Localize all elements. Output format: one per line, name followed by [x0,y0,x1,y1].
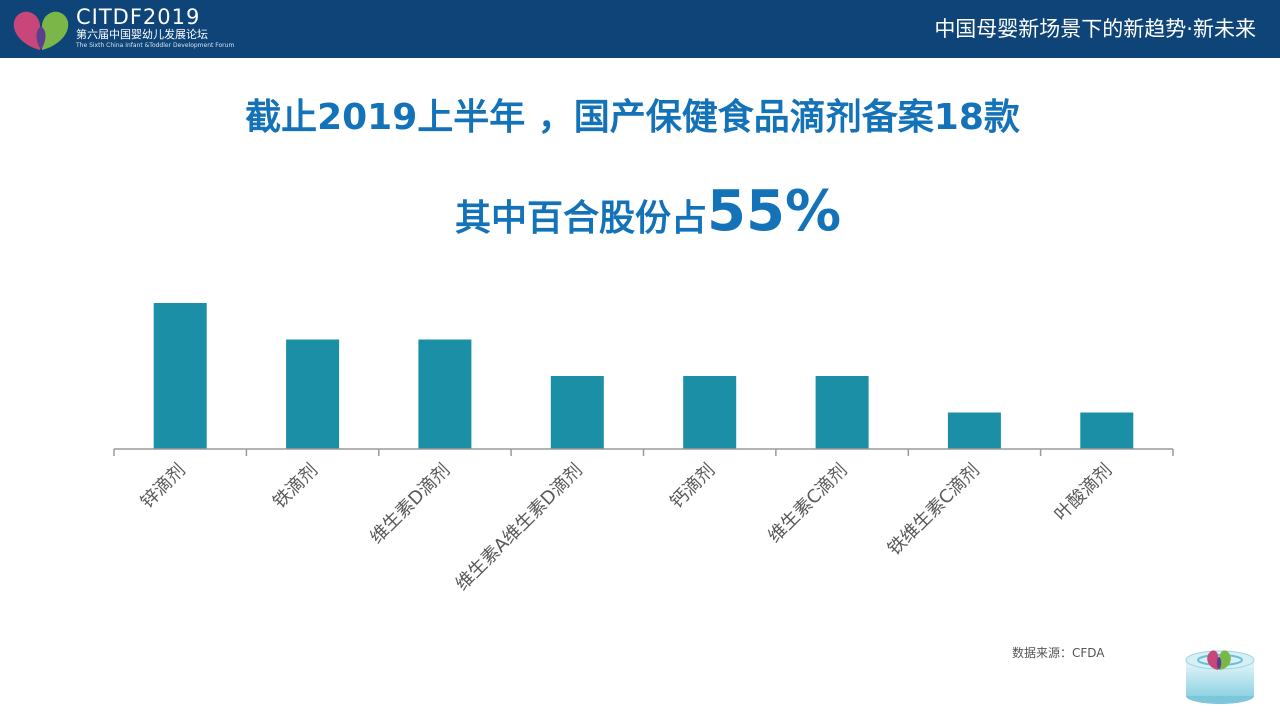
bar-2 [418,339,472,449]
x-tick-label-6: 铁维生素C滴剂 [884,460,984,560]
header-tagline: 中国母婴新场景下的新趋势·新未来 [934,17,1256,41]
logo-chinese-name: 第六届中国婴幼儿发展论坛 [76,28,208,41]
logo-name: CITDF2019 [76,5,201,29]
forum-logo: CITDF2019 第六届中国婴幼儿发展论坛 The Sixth China I… [10,4,250,54]
bar-4 [683,376,737,449]
x-tick-label-1: 铁滴剂 [269,460,322,513]
x-tick-label-0: 锌滴剂 [137,460,190,513]
slide-subtitle: 其中百合股份占55% [455,182,841,249]
x-tick-label-7: 叶酸滴剂 [1051,460,1117,526]
data-source-note: 数据来源：CFDA [1012,646,1105,660]
x-tick-label-5: 维生素C滴剂 [764,460,851,547]
subtitle-value: 55% [707,179,842,244]
bar-5 [815,376,869,449]
bar-3 [550,376,604,449]
bar-7 [1080,412,1134,449]
podium-logo-icon [1185,650,1255,704]
bar-1 [286,339,340,449]
slide-title: 截止2019上半年 ，国产保健食品滴剂备案18款 [245,97,1020,138]
logo-heart-icon [13,11,69,51]
logo-english-name: The Sixth China Infant &Toddler Developm… [76,42,235,49]
x-tick-label-4: 钙滴剂 [666,460,719,513]
x-tick-label-2: 维生素D滴剂 [366,460,454,548]
subtitle-lead: 其中百合股份占 [455,198,708,239]
bar-0 [153,303,207,449]
x-tick-label-3: 维生素A维生素D滴剂 [452,460,587,595]
header-bar: CITDF2019 第六届中国婴幼儿发展论坛 The Sixth China I… [0,0,1280,58]
bar-6 [947,412,1001,449]
